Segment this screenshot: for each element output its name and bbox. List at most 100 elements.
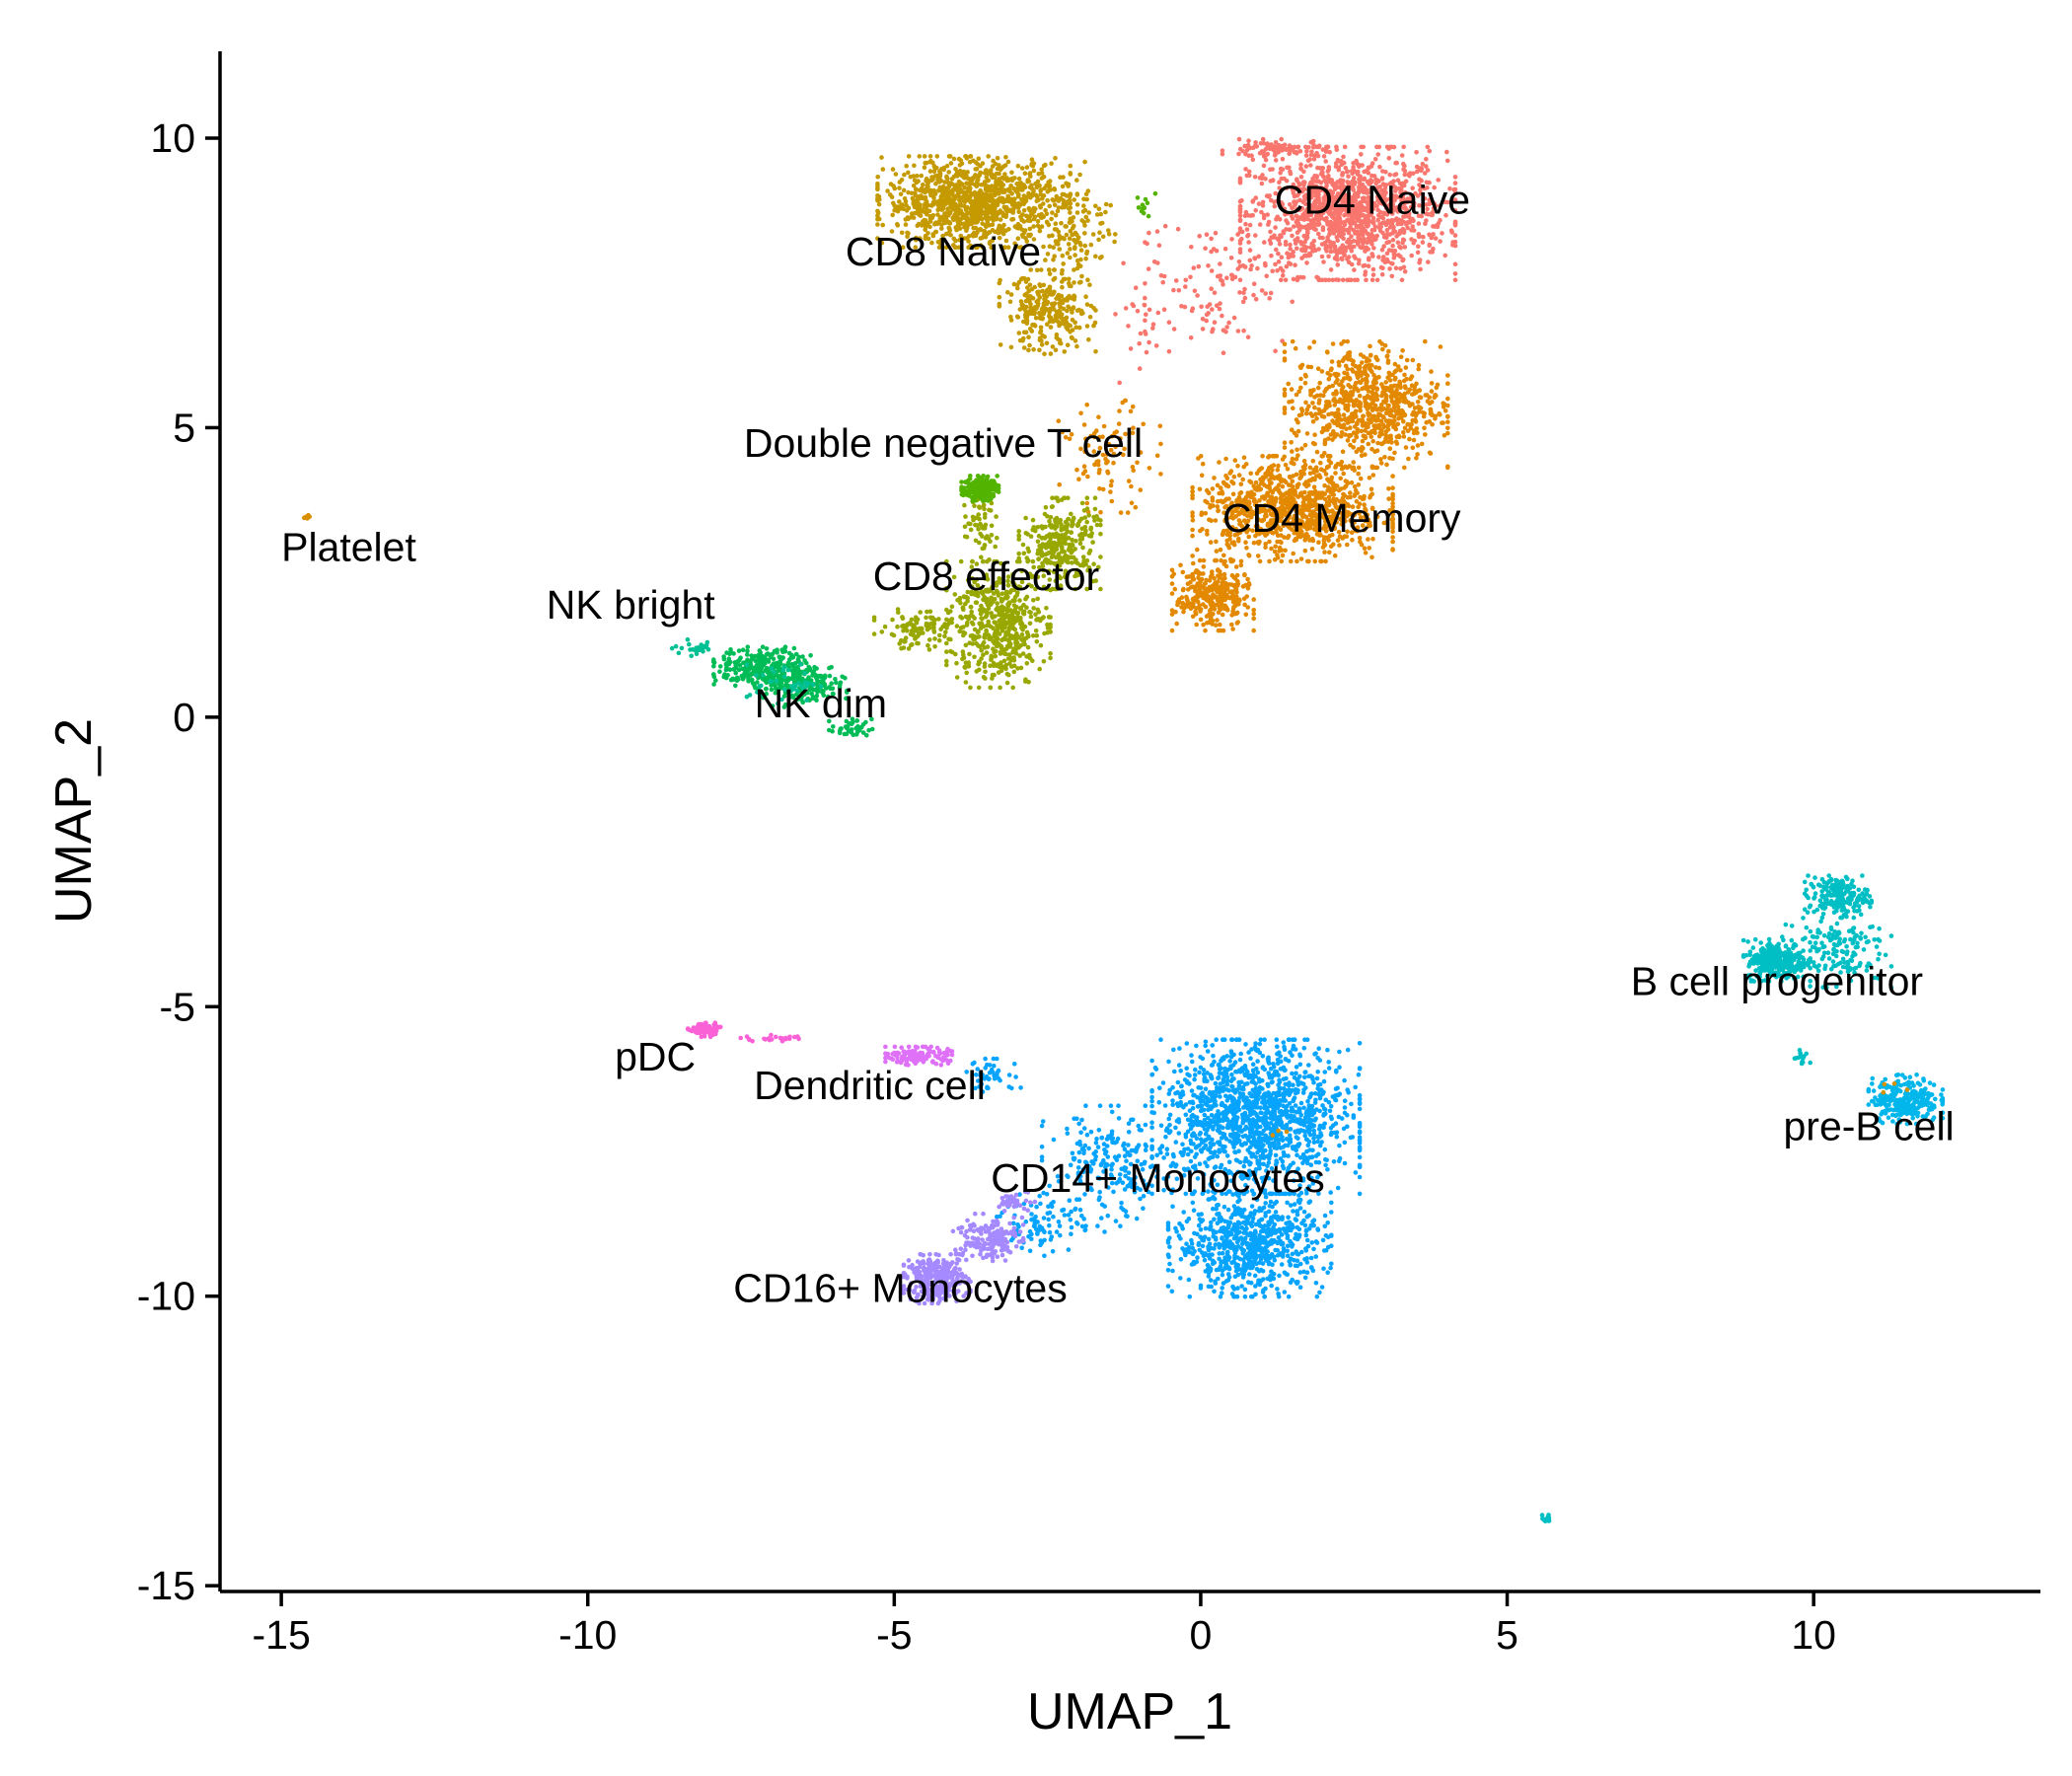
data-point <box>1037 347 1042 353</box>
data-point <box>1198 528 1203 534</box>
data-point <box>1366 422 1370 428</box>
data-point <box>1383 222 1389 228</box>
data-point <box>1273 348 1278 354</box>
data-point <box>1080 471 1086 477</box>
data-point <box>1332 553 1338 558</box>
data-point <box>1353 408 1359 414</box>
data-point <box>1243 221 1248 227</box>
data-point <box>1060 279 1065 284</box>
data-point <box>1210 307 1215 312</box>
data-point <box>1206 490 1212 496</box>
data-point <box>1280 457 1286 462</box>
data-point <box>935 207 940 213</box>
data-point <box>1345 542 1350 548</box>
data-point <box>1419 441 1425 447</box>
data-point <box>1203 498 1208 504</box>
data-point <box>1275 236 1280 242</box>
data-point <box>1333 471 1338 476</box>
data-point <box>1346 399 1352 404</box>
data-point <box>1060 184 1066 189</box>
data-point <box>1348 432 1354 438</box>
data-point <box>1222 593 1227 598</box>
data-point <box>1032 324 1038 329</box>
data-point <box>1259 288 1265 293</box>
data-point <box>1384 227 1390 233</box>
data-point <box>1210 600 1215 606</box>
data-point <box>1026 179 1032 184</box>
data-point <box>1265 212 1270 217</box>
data-point <box>1199 473 1205 479</box>
data-point <box>1038 330 1043 335</box>
data-point <box>1429 389 1435 394</box>
data-point <box>1367 395 1372 401</box>
data-point <box>1221 328 1226 333</box>
data-point <box>1230 557 1236 563</box>
cluster-points-cd4-memory <box>1056 338 1450 633</box>
data-point <box>1173 278 1179 283</box>
data-point <box>1154 453 1160 459</box>
data-point <box>1398 265 1403 271</box>
data-point <box>1338 462 1344 468</box>
data-point <box>1327 232 1332 237</box>
data-point <box>1395 411 1401 416</box>
data-point <box>1105 469 1110 475</box>
data-point <box>1146 266 1151 271</box>
data-point <box>1084 324 1090 329</box>
data-point <box>1230 599 1236 605</box>
data-point <box>1295 419 1300 425</box>
data-point <box>1384 353 1390 358</box>
data-point <box>1425 144 1431 150</box>
data-point <box>893 204 899 210</box>
data-point <box>1347 464 1352 469</box>
data-point <box>1380 265 1385 271</box>
data-point <box>1158 273 1164 278</box>
data-point <box>1334 248 1340 254</box>
data-point <box>1393 375 1398 381</box>
data-point <box>1299 224 1305 230</box>
data-point <box>1357 258 1362 263</box>
data-point <box>1223 473 1228 479</box>
data-point <box>1282 393 1288 399</box>
data-point <box>1282 445 1288 450</box>
data-point <box>1432 395 1437 401</box>
data-point <box>953 167 958 172</box>
data-point <box>946 170 951 175</box>
data-point <box>1003 155 1008 160</box>
data-point <box>1295 277 1300 283</box>
data-point <box>1213 518 1219 523</box>
data-point <box>1443 408 1448 413</box>
data-point <box>1367 476 1372 481</box>
data-point <box>890 212 895 218</box>
data-point <box>1226 320 1231 326</box>
data-point <box>1304 149 1309 154</box>
data-point <box>1000 189 1005 194</box>
data-point <box>1427 450 1433 456</box>
data-point <box>1252 256 1257 260</box>
data-point <box>1312 558 1318 564</box>
data-point <box>1272 476 1277 481</box>
data-point <box>1241 328 1246 333</box>
data-point <box>1023 279 1029 284</box>
data-point <box>1221 628 1226 633</box>
data-point <box>1334 235 1340 240</box>
data-point <box>1041 282 1047 288</box>
data-point <box>1362 396 1368 401</box>
data-point <box>953 194 958 199</box>
data-point <box>1183 284 1188 289</box>
data-point <box>911 184 917 188</box>
data-point <box>1233 564 1239 569</box>
data-point <box>1292 461 1296 467</box>
data-point <box>1352 267 1357 272</box>
data-point <box>1340 277 1346 283</box>
data-point <box>1312 441 1317 447</box>
data-point <box>1169 628 1175 633</box>
data-point <box>1050 319 1056 325</box>
data-point <box>1015 285 1020 291</box>
data-point <box>1242 295 1248 301</box>
data-point <box>1402 172 1408 178</box>
data-point <box>1214 557 1220 563</box>
data-point <box>1414 164 1420 170</box>
data-point <box>1147 230 1151 236</box>
data-point <box>1303 410 1309 416</box>
data-point <box>1267 485 1272 491</box>
